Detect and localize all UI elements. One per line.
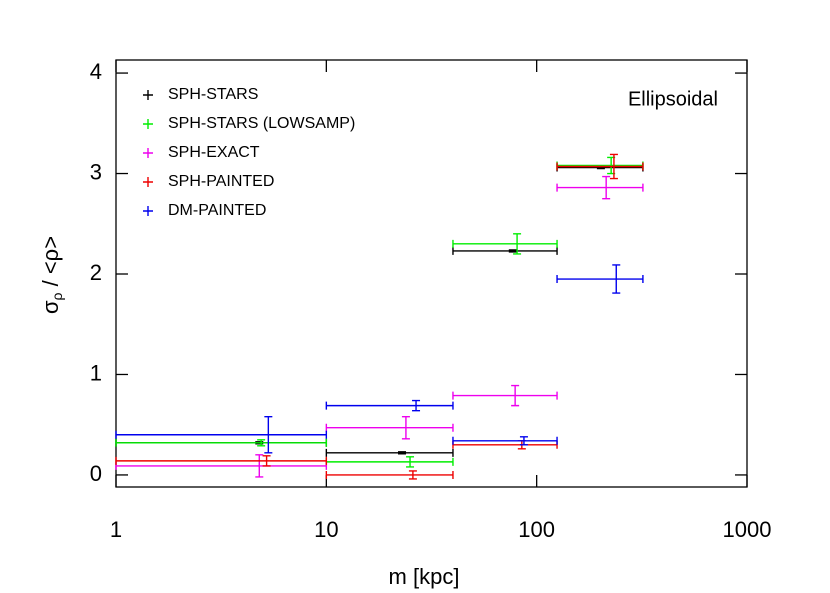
x-error-bar xyxy=(556,183,644,192)
legend-marker xyxy=(143,90,153,100)
y-error-bar xyxy=(513,233,522,255)
x-axis-label: m [kpc] xyxy=(389,564,460,589)
x-error-bar xyxy=(115,438,328,447)
legend-marker xyxy=(143,119,153,129)
x-error-bar xyxy=(556,162,644,171)
y-error-bar xyxy=(609,153,618,180)
x-error-bar xyxy=(325,457,454,466)
y-error-bar xyxy=(508,249,517,253)
x-error-bar xyxy=(452,239,558,248)
y-error-bar xyxy=(511,384,520,407)
x-error-bar xyxy=(115,430,328,439)
x-error-bar xyxy=(452,436,558,445)
y-error-bar xyxy=(602,175,611,200)
y-tick-label: 4 xyxy=(90,59,102,84)
annotation: Ellipsoidal xyxy=(628,88,718,110)
legend-label: DM-PAINTED xyxy=(168,202,266,219)
x-error-bar xyxy=(556,275,644,284)
legend-marker xyxy=(143,148,153,158)
legend-marker xyxy=(143,177,153,187)
x-tick-label: 10 xyxy=(314,517,338,542)
x-error-bar xyxy=(325,448,454,457)
x-error-bar xyxy=(115,461,328,470)
y-tick-label: 2 xyxy=(90,260,102,285)
y-error-bar xyxy=(255,454,264,478)
legend-label: SPH-EXACT xyxy=(168,144,260,161)
y-error-bar xyxy=(519,436,528,446)
y-label-part: σ xyxy=(38,300,63,314)
y-error-bar xyxy=(406,456,415,468)
y-error-bar xyxy=(257,439,266,447)
x-error-bar xyxy=(115,456,328,465)
x-error-bar xyxy=(452,246,558,255)
legend-marker xyxy=(143,206,153,216)
y-error-bar xyxy=(612,264,621,294)
x-error-bar xyxy=(325,470,454,479)
y-tick-label: 3 xyxy=(90,159,102,184)
x-error-bar xyxy=(325,423,454,432)
x-tick-label: 1 xyxy=(110,517,122,542)
x-error-bar xyxy=(452,391,558,400)
legend-label: SPH-PAINTED xyxy=(168,173,274,190)
x-tick-label: 1000 xyxy=(723,517,772,542)
y-error-bar xyxy=(264,415,273,454)
y-error-bar xyxy=(262,455,271,467)
legend-label: SPH-STARS xyxy=(168,86,258,103)
x-error-bar xyxy=(452,440,558,449)
y-error-bar xyxy=(412,399,421,412)
legend-label: SPH-STARS (LOWSAMP) xyxy=(168,115,355,132)
y-tick-label: 0 xyxy=(90,461,102,486)
x-error-bar xyxy=(556,163,644,172)
y-error-bar xyxy=(408,470,417,480)
y-label-part: / <ρ> xyxy=(38,236,63,293)
y-label-sub: ρ xyxy=(49,292,65,300)
y-error-bar xyxy=(398,451,407,455)
y-axis-label: σρ / <ρ> xyxy=(38,236,65,314)
y-tick-label: 1 xyxy=(90,360,102,385)
y-error-bar xyxy=(401,415,410,440)
x-error-bar xyxy=(325,401,454,410)
x-tick-label: 100 xyxy=(518,517,555,542)
